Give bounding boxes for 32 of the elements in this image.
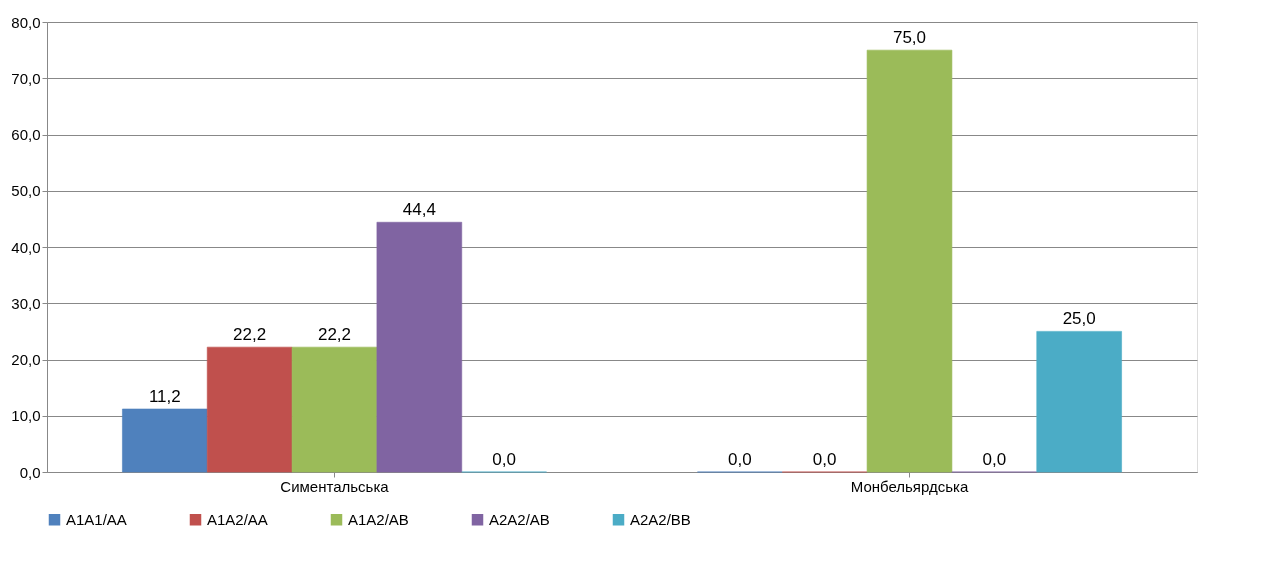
bar — [866, 49, 953, 473]
data-label: 0,0 — [812, 450, 837, 469]
legend-label: A2A2/BB — [630, 510, 691, 528]
data-label: 25,0 — [1062, 309, 1096, 329]
y-tick-label: 80,0 — [11, 13, 41, 31]
y-tick-label: 40,0 — [11, 238, 41, 256]
legend-label: A1A2/AA — [207, 510, 268, 528]
data-label: 0,0 — [492, 450, 516, 469]
bar — [122, 408, 208, 473]
x-tick-label: Симентальська — [280, 477, 390, 495]
y-tick-label: 0,0 — [19, 463, 41, 481]
data-label: 0,0 — [982, 450, 1007, 469]
y-tick-label: 60,0 — [11, 126, 41, 143]
x-tick-label: Монбельярдська — [850, 477, 969, 495]
data-label: 44,4 — [402, 200, 436, 220]
bar — [1036, 331, 1122, 473]
bar — [376, 221, 463, 473]
y-tick-label: 50,0 — [11, 182, 41, 200]
y-tick-label: 20,0 — [11, 351, 41, 368]
data-label: 22,2 — [317, 325, 352, 345]
bar — [206, 346, 293, 473]
y-tick-label: 10,0 — [11, 407, 41, 425]
bar — [291, 346, 378, 473]
data-label: 22,2 — [233, 325, 267, 345]
data-label: 75,0 — [892, 28, 927, 48]
legend-label: A1A2/AB — [348, 510, 409, 528]
y-tick-label: 30,0 — [11, 294, 41, 312]
data-label: 11,2 — [148, 387, 181, 406]
legend-label: A1A1/AA — [66, 510, 127, 528]
data-label: 0,0 — [728, 450, 752, 469]
legend-label: A2A2/AB — [489, 510, 550, 528]
y-tick-label: 70,0 — [11, 69, 41, 87]
